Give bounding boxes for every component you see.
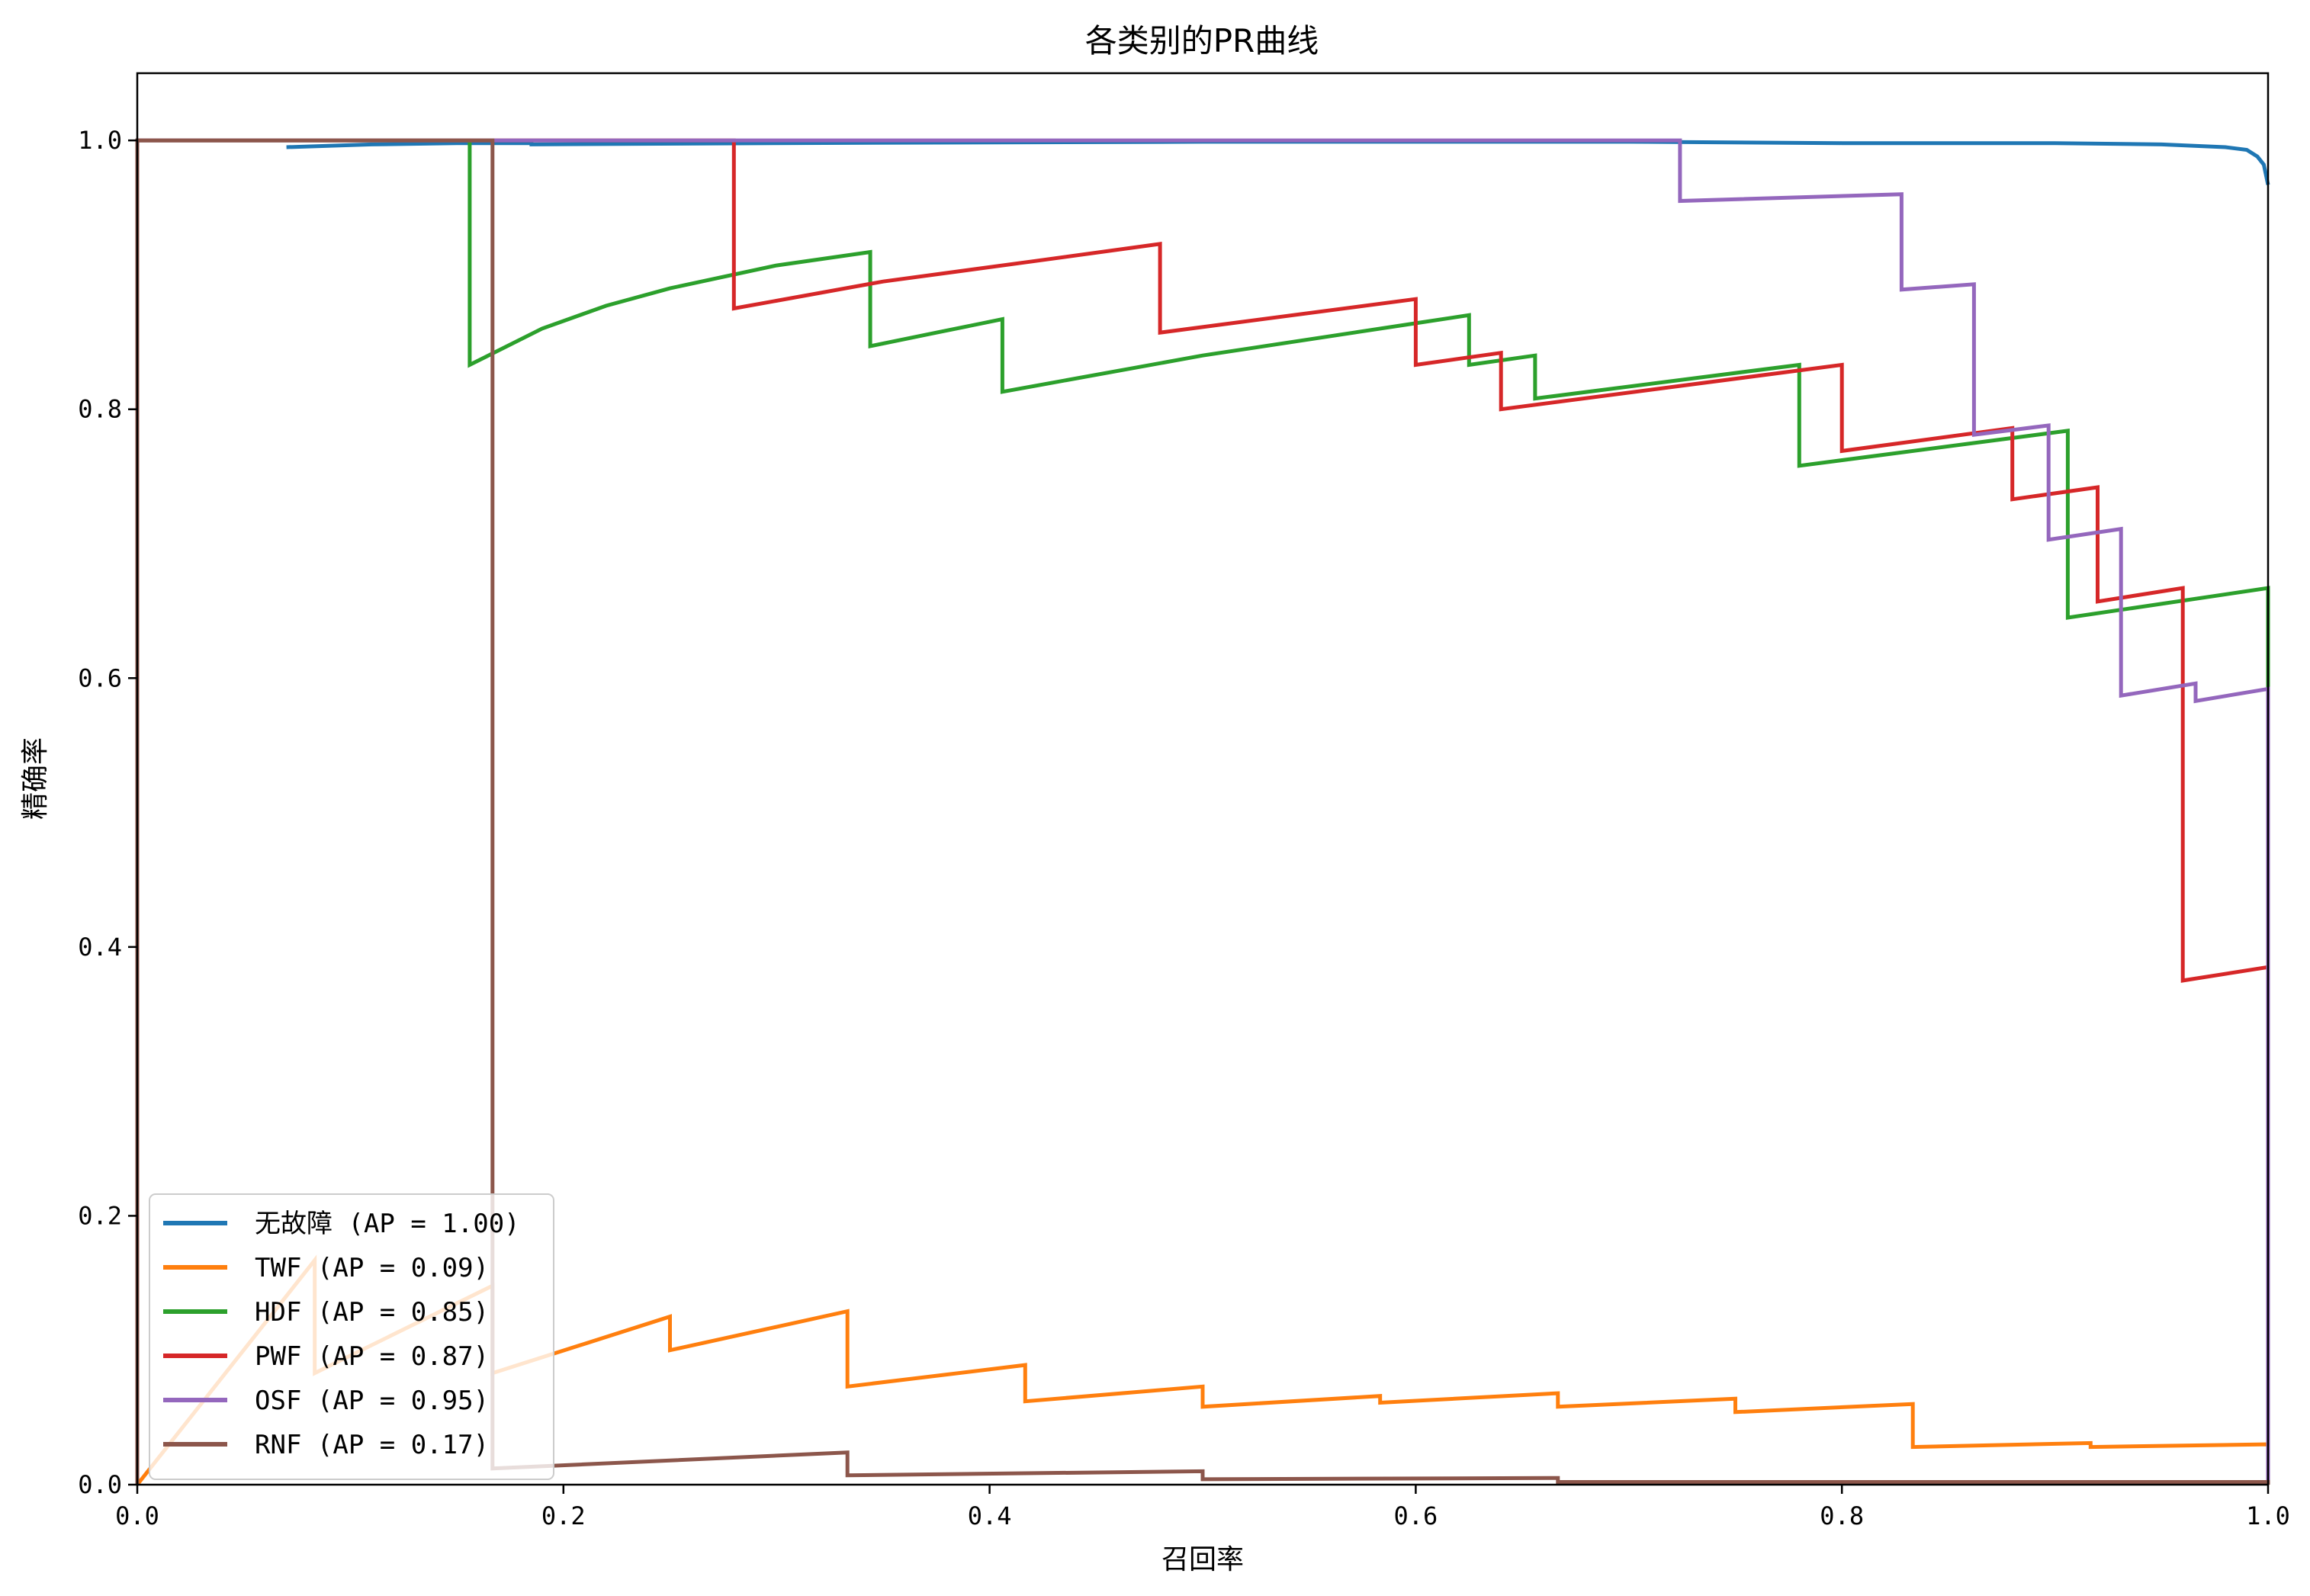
legend-label-2: HDF (AP = 0.85) <box>255 1297 489 1328</box>
series-line-3 <box>135 138 2270 1485</box>
ticks-layer: 0.0 0.2 0.4 0.6 0.8 1.0 0.0 0.2 0.4 0.6 0.8 1.0 <box>78 126 2290 1530</box>
legend-label-3: PWF (AP = 0.87) <box>255 1341 489 1372</box>
legend-box <box>149 1193 554 1480</box>
x-axis-label: 召回率 <box>1161 1544 1244 1575</box>
x-tick-label: 0.2 <box>541 1501 586 1530</box>
legend-label-4: OSF (AP = 0.95) <box>255 1386 489 1416</box>
series-line-5 <box>135 138 2270 1485</box>
x-tick-label: 1.0 <box>2246 1501 2290 1530</box>
y-tick-label: 0.6 <box>78 663 122 692</box>
y-tick-label: 0.8 <box>78 395 122 424</box>
legend-label-5: RNF (AP = 0.17) <box>255 1430 489 1460</box>
y-tick-label: 0.2 <box>78 1201 122 1230</box>
x-tick-label: 0.8 <box>1820 1501 1864 1530</box>
plot-frame <box>136 72 2270 1486</box>
y-tick-label: 0.0 <box>78 1470 122 1499</box>
legend: 无故障 (AP = 1.00) TWF (AP = 0.09) HDF (AP = … <box>149 1193 554 1480</box>
series-line-2 <box>135 138 2270 1485</box>
y-tick-label: 0.4 <box>78 933 122 962</box>
chart-title: 各类别的PR曲线 <box>1085 22 1319 59</box>
x-tick-label: 0.4 <box>968 1501 1012 1530</box>
x-tick-label: 0.6 <box>1394 1501 1438 1530</box>
legend-label-0: 无故障 (AP = 1.00) <box>255 1209 520 1239</box>
y-axis-label: 精确率 <box>20 737 51 820</box>
y-tick-label: 1.0 <box>78 126 122 155</box>
legend-label-1: TWF (AP = 0.09) <box>255 1253 489 1283</box>
series-line-4 <box>135 138 2270 1485</box>
x-tick-label: 0.0 <box>115 1501 159 1530</box>
